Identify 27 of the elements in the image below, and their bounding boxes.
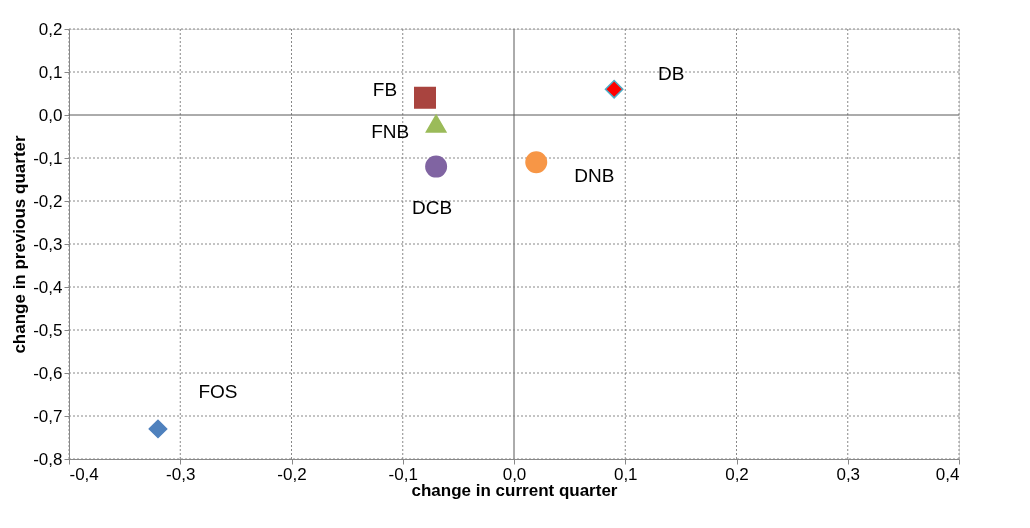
y-tick-label: -0,5 (33, 320, 63, 340)
y-tick-label: 0,1 (38, 62, 63, 82)
y-tick-label: -0,3 (33, 234, 63, 254)
y-tick-label: 0,2 (38, 19, 63, 39)
series-label: DB (657, 63, 685, 85)
y-tick-label: -0,1 (33, 148, 63, 168)
x-tick-label: 0,0 (502, 464, 527, 484)
y-tick-label: -0,7 (33, 406, 63, 426)
x-tick-label: 0,3 (836, 464, 861, 484)
y-tick-label: -0,4 (33, 277, 63, 297)
x-tick-label: -0,3 (166, 464, 196, 484)
y-tick-label: 0,0 (38, 105, 63, 125)
x-tick-label: 0,2 (725, 464, 749, 484)
y-tick-label: -0,8 (33, 449, 63, 469)
y-axis-title: change in previous quarter (10, 135, 30, 354)
series-label: FB (372, 78, 398, 100)
series-label: FNB (371, 120, 410, 142)
series-label: DNB (574, 165, 615, 187)
series-label: DCB (412, 196, 453, 218)
x-tick-label: 0,1 (613, 464, 638, 484)
x-tick-label: -0,2 (277, 464, 307, 484)
x-tick-label: -0,4 (69, 464, 99, 484)
y-tick-label: -0,6 (33, 363, 63, 383)
x-tick-label: -0,1 (388, 464, 418, 484)
x-tick-label: 0,4 (935, 464, 960, 484)
y-tick-label: -0,2 (33, 191, 63, 211)
text: FOS (198, 380, 238, 402)
